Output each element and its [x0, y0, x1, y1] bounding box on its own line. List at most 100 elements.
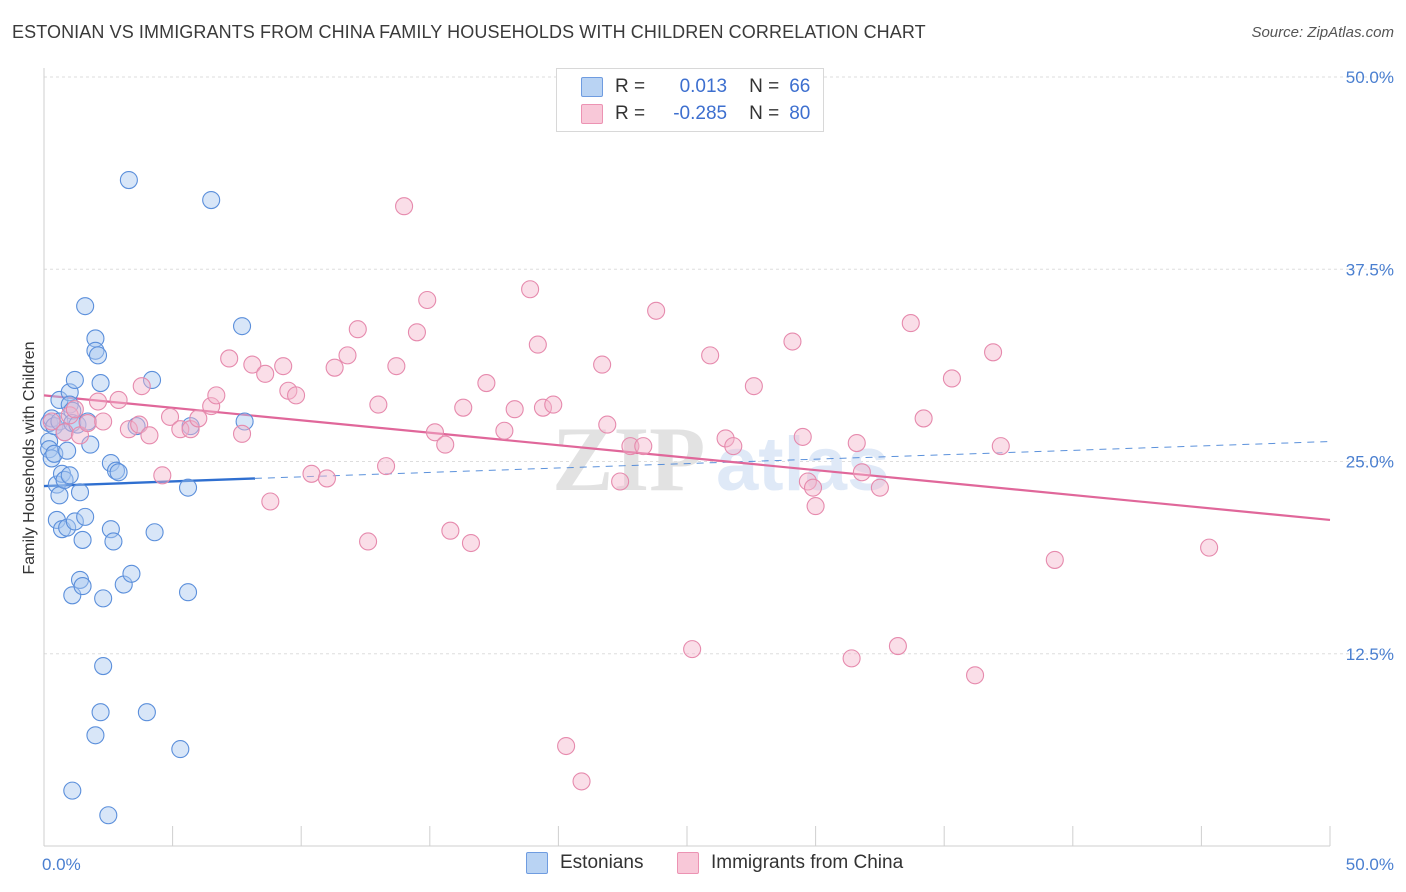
- china-point: [966, 666, 985, 685]
- estonians-point: [50, 390, 69, 410]
- china-point: [634, 437, 653, 456]
- china-point: [78, 413, 97, 433]
- china-point: [557, 736, 576, 756]
- china-point: [109, 390, 128, 410]
- china-point: [495, 421, 514, 440]
- estonians-point: [122, 564, 141, 583]
- china-point: [189, 409, 208, 428]
- china-point: [870, 478, 889, 497]
- legend-row-estonians: R = 0.013 N = 66: [581, 75, 810, 99]
- estonians-point: [94, 589, 113, 608]
- china-point: [647, 301, 666, 320]
- trend-lines: [43, 394, 1331, 522]
- watermark-zip: ZIP: [552, 408, 705, 510]
- bottom-swatch-estonians: [526, 852, 548, 874]
- china-point: [243, 355, 262, 374]
- estonians-point: [94, 657, 113, 676]
- china-point: [407, 323, 426, 342]
- estonians-point: [63, 586, 82, 605]
- estonians-point: [50, 486, 69, 505]
- china-point: [274, 357, 293, 376]
- y-tick-labels: 12.5% 25.0% 37.5% 50.0%: [1346, 68, 1394, 664]
- china-point: [132, 377, 151, 396]
- estonians-point: [86, 726, 105, 745]
- china-point: [683, 640, 702, 659]
- china-point: [395, 197, 414, 216]
- y-tick-label: 12.5%: [1346, 645, 1394, 664]
- legend-n-value-china: 80: [789, 103, 811, 124]
- china-point: [888, 637, 907, 656]
- chart-title: ESTONIAN VS IMMIGRANTS FROM CHINA FAMILY…: [12, 22, 926, 42]
- china-point: [806, 497, 825, 516]
- estonians-point: [81, 435, 100, 454]
- china-point: [287, 386, 306, 405]
- legend-r-value-estonians: 0.013: [679, 76, 728, 97]
- estonians-point: [178, 478, 198, 497]
- legend-r-label: R =: [615, 103, 646, 124]
- estonians-point: [73, 530, 92, 549]
- estonians-point: [171, 740, 190, 759]
- china-point: [418, 290, 437, 310]
- y-tick-label: 25.0%: [1346, 453, 1394, 472]
- china-point: [984, 343, 1003, 362]
- estonians-point: [88, 346, 108, 365]
- china-point: [793, 427, 812, 446]
- estonians-point: [142, 370, 162, 390]
- bottom-legend-china: Immigrants from China: [677, 852, 903, 874]
- china-point: [302, 464, 321, 483]
- estonians-trend-line: [43, 477, 255, 488]
- china-point: [348, 320, 367, 339]
- estonians-point: [65, 370, 84, 390]
- china-point: [256, 364, 275, 383]
- china-point: [207, 386, 226, 405]
- china-point: [914, 409, 933, 428]
- china-point: [847, 433, 866, 453]
- china-point: [55, 423, 74, 442]
- estonians-point: [76, 297, 95, 316]
- china-point: [171, 420, 190, 439]
- china-point: [1045, 550, 1064, 569]
- estonians-point: [232, 317, 252, 336]
- china-point: [477, 374, 496, 393]
- china-point: [505, 400, 524, 419]
- china-point: [461, 533, 481, 553]
- china-point: [119, 420, 138, 439]
- x-tick-label-max: 50.0%: [1346, 855, 1394, 874]
- china-point: [1200, 538, 1219, 557]
- china-point: [88, 392, 108, 411]
- estonians-point: [91, 703, 110, 722]
- estonians-point: [65, 512, 84, 531]
- china-point: [901, 314, 920, 333]
- y-axis-label: Family Households with Children: [21, 342, 38, 575]
- china-point: [842, 649, 861, 668]
- china-point: [572, 772, 591, 791]
- china-point: [544, 395, 563, 414]
- china-point: [359, 532, 378, 551]
- gridlines: [44, 76, 1394, 655]
- x-tick-label-min: 0.0%: [42, 855, 81, 874]
- estonians-point: [58, 441, 77, 460]
- estonians-point: [104, 532, 123, 551]
- china-point: [783, 332, 802, 351]
- estonians-point: [91, 374, 110, 393]
- legend-n-label: N =: [749, 103, 780, 124]
- china-point: [369, 395, 388, 414]
- china-point: [261, 492, 280, 511]
- estonians-point: [137, 703, 156, 722]
- china-point: [744, 377, 763, 396]
- china-point: [528, 335, 547, 354]
- china-point: [436, 435, 455, 454]
- china-point: [991, 437, 1010, 456]
- legend-row-china: R = -0.285 N = 80: [581, 102, 810, 126]
- china-point: [598, 415, 617, 434]
- estonians-point: [119, 170, 138, 190]
- legend-r-label: R =: [615, 76, 646, 97]
- china-point: [852, 463, 871, 482]
- china-point: [325, 358, 344, 377]
- china-point: [621, 437, 640, 456]
- china-point: [942, 369, 961, 388]
- legend-n-value-estonians: 66: [789, 76, 811, 97]
- china-points: [42, 197, 1219, 791]
- estonians-point: [178, 583, 198, 602]
- china-point: [701, 346, 720, 365]
